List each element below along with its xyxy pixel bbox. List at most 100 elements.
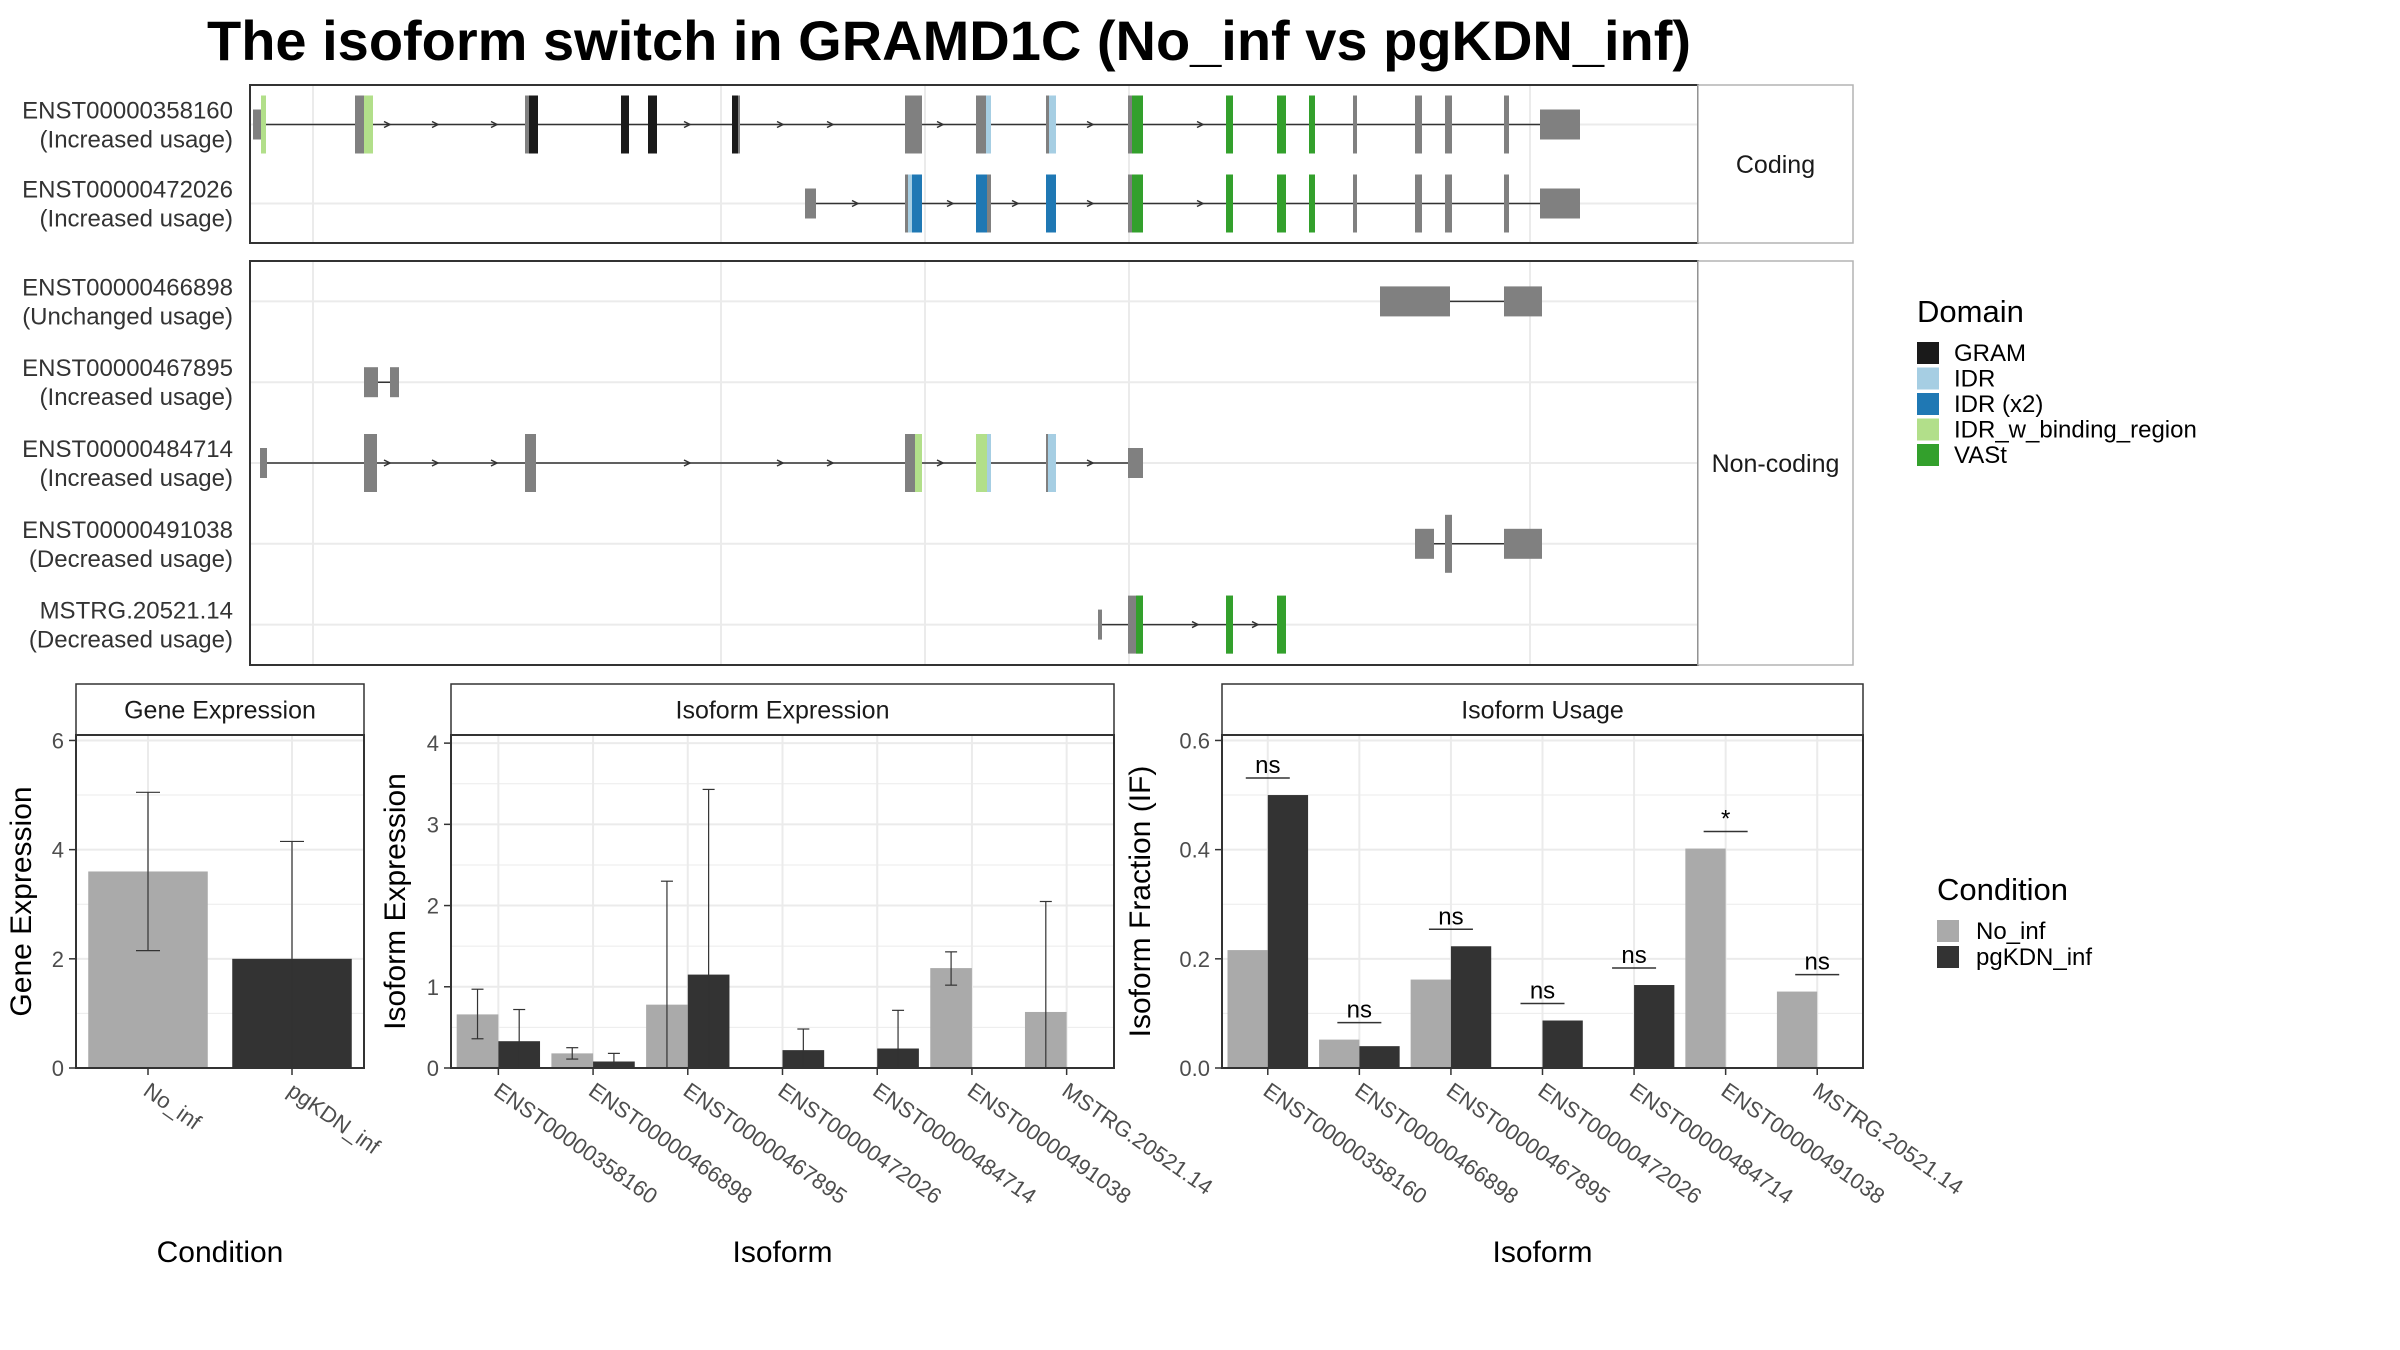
significance-label: ns (1347, 997, 1372, 1024)
legend-item-label: No_inf (1976, 918, 2046, 945)
panel-strip (75, 683, 365, 736)
direction-arrow (1196, 120, 1205, 129)
exon-box (1540, 188, 1580, 219)
exon-box (1380, 286, 1450, 317)
significance-label: ns (1805, 949, 1830, 976)
x-tick-label: ENST00000484714 (868, 1078, 1041, 1209)
domain-segment (1226, 174, 1233, 233)
y-tick-label: 1 (427, 975, 439, 1000)
x-tick-label: ENST00000358160 (1259, 1078, 1432, 1209)
exon-box (1504, 528, 1542, 559)
bar (1685, 848, 1726, 1068)
significance-label: ns (1530, 978, 1555, 1005)
x-tick-label: MSTRG.20521.14 (1058, 1078, 1218, 1200)
direction-arrow (1191, 620, 1200, 629)
domain-segment (912, 174, 922, 233)
domain-segment (1277, 595, 1286, 654)
transcript-label: ENST00000491038 (22, 517, 233, 544)
direction-arrow (1196, 199, 1205, 208)
legend-title: Condition (1937, 872, 2068, 907)
bar (1359, 1046, 1400, 1068)
direction-arrow (383, 120, 392, 129)
x-tick-label: pgKDN_inf (283, 1078, 385, 1160)
bar (1634, 985, 1675, 1068)
direction-arrow (490, 120, 499, 129)
exon-box (1504, 95, 1509, 154)
y-tick-label: 2 (52, 947, 64, 972)
exon-box (1353, 174, 1357, 233)
domain-segment (1048, 434, 1056, 492)
transcript-label: ENST00000472026 (22, 177, 233, 204)
transcript-usage-label: (Increased usage) (40, 206, 233, 233)
domain-segment (648, 95, 657, 154)
direction-arrow (1086, 199, 1095, 208)
x-tick-label: ENST00000484714 (1625, 1078, 1798, 1209)
x-tick-label: ENST00000472026 (774, 1078, 947, 1209)
domain-segment (1309, 174, 1315, 233)
direction-arrow (936, 120, 945, 129)
panel-strip-title: Gene Expression (124, 697, 316, 725)
x-tick-label: ENST00000491038 (963, 1078, 1136, 1209)
bar (551, 1053, 594, 1068)
transcript-usage-label: (Decreased usage) (29, 546, 233, 573)
legend-item-label: IDR (1954, 366, 1995, 393)
y-tick-label: 0.4 (1179, 838, 1210, 863)
x-axis-title: Condition (157, 1236, 284, 1269)
transcript-usage-label: (Increased usage) (40, 465, 233, 492)
direction-arrow (683, 120, 692, 129)
x-axis-title: Isoform (732, 1236, 832, 1269)
domain-segment (1132, 95, 1143, 154)
isoform-expression-chart: Isoform Expression01234ENST00000358160EN… (379, 683, 1218, 1269)
exon-box (1504, 174, 1509, 233)
exon-box (1540, 109, 1580, 140)
direction-arrow (936, 459, 945, 467)
direction-arrow (851, 199, 860, 208)
facet-strip (1697, 260, 1854, 666)
direction-arrow (490, 459, 499, 467)
x-tick-label: ENST00000467895 (1442, 1078, 1615, 1209)
isoform-usage-chart: Isoform Usage 0.0 0.2 0.4 0.6 ns ns ns ns ns * ns EN… (1124, 683, 1968, 1269)
domain-segment (1136, 595, 1143, 654)
direction-arrow (776, 120, 785, 129)
x-axis-title: Isoform (1492, 1236, 1592, 1269)
domain-segment (732, 95, 738, 154)
y-axis-title: Gene Expression (5, 786, 38, 1016)
legend-swatch (1917, 393, 1939, 415)
legend-swatch (1937, 920, 1959, 942)
transcript-usage-label: (Decreased usage) (29, 627, 233, 654)
domain-segment (1049, 95, 1056, 154)
domain-segment (1309, 95, 1315, 154)
transcript-usage-label: (Increased usage) (40, 384, 233, 411)
domain-segment (261, 95, 266, 154)
x-tick-label: ENST00000467895 (679, 1078, 852, 1209)
legend-swatch (1917, 367, 1939, 390)
exon-box (1415, 95, 1422, 154)
significance-label: ns (1438, 903, 1463, 930)
legend-swatch (1917, 418, 1939, 441)
panel-strip-title: Isoform Expression (676, 697, 890, 725)
y-tick-label: 4 (52, 838, 64, 863)
exon-box (1445, 174, 1452, 233)
y-tick-label: 2 (427, 894, 439, 919)
x-tick-label: ENST00000491038 (1717, 1078, 1890, 1209)
domain-segment (1226, 595, 1233, 654)
y-tick-label: 6 (52, 728, 64, 753)
direction-arrow (683, 459, 692, 467)
bar (1542, 1020, 1583, 1068)
transcript-label: ENST00000358160 (22, 98, 233, 125)
gene-expression-chart: Gene Expression 0 2 4 6 No_inf pgKDN_inf Condit… (5, 683, 385, 1269)
domain-segment (621, 95, 629, 154)
y-axis-title: Isoform Expression (379, 773, 412, 1030)
direction-arrow (1011, 199, 1020, 208)
significance-label: * (1721, 806, 1730, 833)
y-tick-label: 3 (427, 812, 439, 837)
x-tick-label: No_inf (139, 1078, 206, 1135)
facet-strip (1697, 84, 1854, 244)
domain-segment (987, 434, 991, 492)
direction-arrow (826, 120, 835, 129)
exon-box (905, 95, 922, 154)
direction-arrow (431, 120, 440, 129)
transcript-label: ENST00000467895 (22, 355, 233, 382)
x-tick-label: ENST00000472026 (1534, 1078, 1707, 1209)
exon-box (1415, 528, 1434, 559)
